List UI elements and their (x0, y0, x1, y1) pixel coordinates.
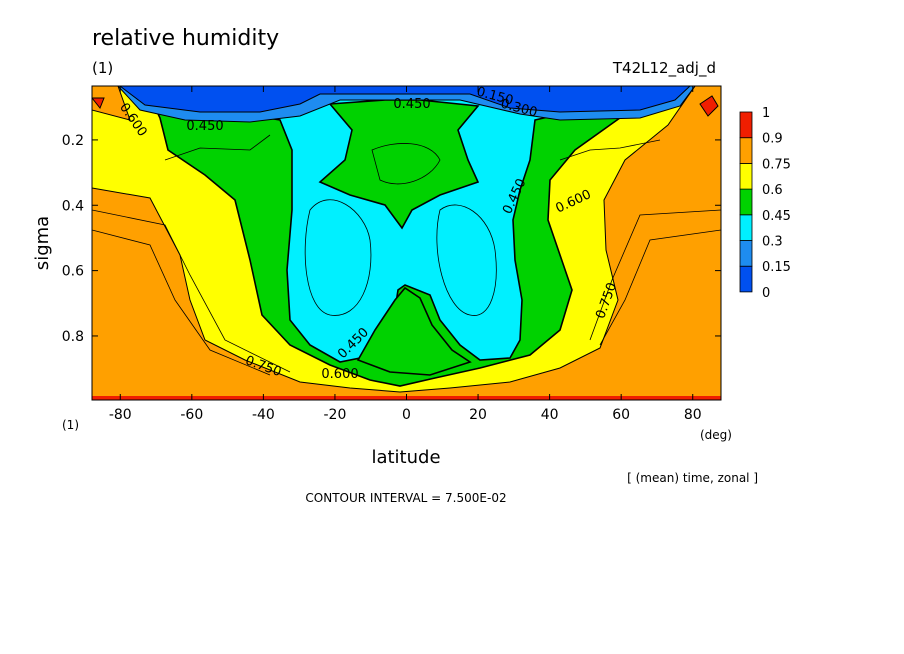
x-unit-label: (deg) (700, 428, 732, 442)
y-tick-label: 0.4 (62, 198, 84, 214)
fill-red-right-pole (699, 95, 719, 117)
chart-title: relative humidity (92, 26, 279, 51)
colorbar-label: 1 (762, 106, 770, 121)
y-axis-label: sigma (32, 216, 53, 270)
thin-contours (92, 134, 721, 376)
x-tick-label: 0 (402, 407, 411, 423)
colorbar-swatch (739, 214, 753, 241)
colorbar-swatch (739, 137, 753, 164)
colorbar-label: 0.45 (762, 209, 791, 224)
colorbar-swatch (739, 162, 753, 190)
colorbar-swatch (739, 240, 753, 267)
y-axis-ticks: 0.2 0.4 0.6 0.8 (62, 133, 721, 345)
colorbar-swatch (739, 188, 753, 216)
mean-note: [ (mean) time, zonal ] (627, 471, 758, 485)
contour-label: 0.450 (186, 119, 223, 134)
x-tick-label: 20 (469, 407, 487, 423)
colorbar-label: 0.75 (762, 157, 791, 172)
fill-green-bump (356, 286, 472, 376)
x-tick-label: -40 (252, 407, 275, 423)
fill-green-center (318, 99, 480, 230)
x-tick-label: -20 (324, 407, 347, 423)
contour-interval: CONTOUR INTERVAL = 7.500E-02 (305, 491, 506, 505)
subtitle-right: T42L12_adj_d (612, 59, 716, 78)
colorbar-label: 0 (762, 286, 770, 301)
unit-left-bottom: (1) (62, 418, 79, 432)
colorbar-swatch (739, 265, 753, 293)
y-tick-label: 0.8 (62, 329, 84, 345)
x-axis-ticks: -80 -60 -40 -20 0 20 40 60 80 (109, 86, 702, 423)
colorbar-label: 0.6 (762, 183, 783, 198)
fill-red-left-pole (92, 97, 105, 109)
colorbar-label: 0.9 (762, 132, 783, 147)
y-tick-label: 0.2 (62, 133, 84, 149)
subtitle-left: (1) (92, 59, 113, 77)
colorbar-label: 0.3 (762, 235, 783, 250)
colorbar-swatch (739, 111, 753, 139)
contour-label: 0.450 (393, 97, 430, 112)
colorbar-label: 0.15 (762, 260, 791, 275)
fill-cyan-region (213, 86, 622, 363)
x-tick-label: 80 (684, 407, 702, 423)
colorbar: 0 0.15 0.3 0.45 0.6 0.75 0.9 1 (739, 106, 791, 301)
x-tick-label: -60 (180, 407, 203, 423)
fill-blue-top (119, 86, 691, 113)
x-tick-label: 60 (612, 407, 630, 423)
x-tick-label: -80 (109, 407, 132, 423)
contour-label: 0.600 (321, 367, 358, 382)
y-tick-label: 0.6 (62, 264, 84, 280)
x-axis-label: latitude (371, 447, 440, 468)
x-tick-label: 40 (541, 407, 559, 423)
